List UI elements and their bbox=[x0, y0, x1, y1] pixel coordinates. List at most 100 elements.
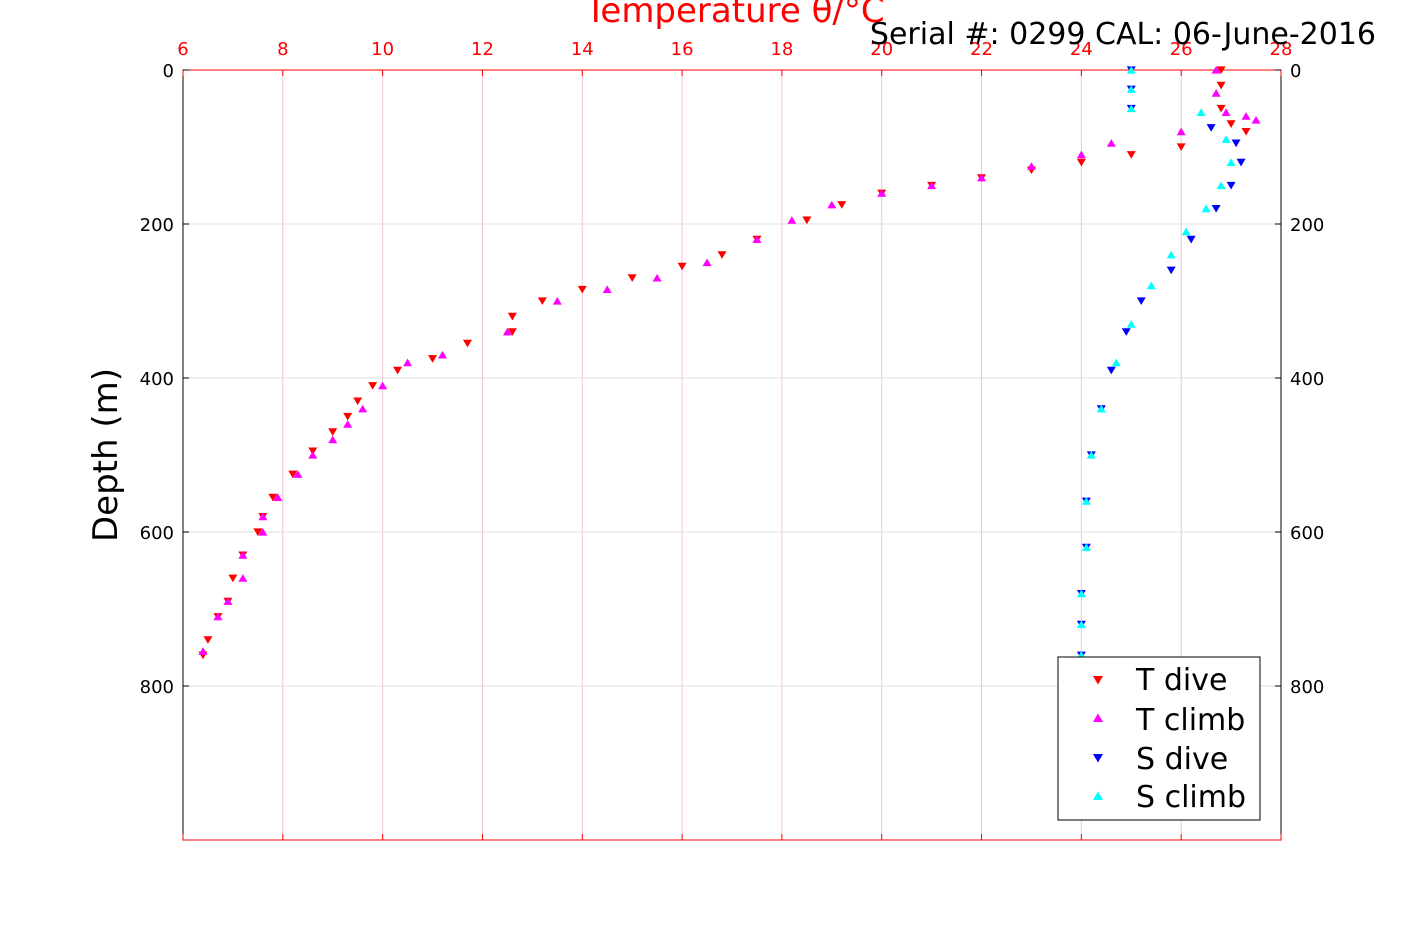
x-axis-title: Temperature θ/°C bbox=[584, 0, 884, 31]
data-point bbox=[1216, 66, 1226, 75]
y-tick-label-right: 400 bbox=[1290, 369, 1324, 390]
data-point bbox=[378, 381, 388, 390]
data-point bbox=[358, 404, 368, 413]
data-point bbox=[198, 647, 208, 655]
y-tick-label-left: 800 bbox=[140, 677, 174, 698]
x-tick-label: 8 bbox=[277, 39, 288, 60]
data-point bbox=[268, 493, 278, 502]
data-point bbox=[1081, 497, 1091, 505]
data-point bbox=[1126, 65, 1136, 74]
data-point bbox=[328, 428, 338, 436]
data-point bbox=[977, 173, 987, 182]
x-tick-label: 6 bbox=[177, 39, 188, 60]
legend-label-s-dive: S dive bbox=[1136, 742, 1228, 777]
data-point bbox=[213, 612, 223, 621]
x-tick-label: 28 bbox=[1270, 39, 1293, 60]
y-tick-label-right: 0 bbox=[1290, 61, 1301, 82]
data-point bbox=[228, 574, 238, 583]
data-point bbox=[238, 574, 248, 582]
x-tick-label: 22 bbox=[970, 39, 993, 60]
data-point bbox=[577, 285, 587, 294]
y-tick-label-right: 200 bbox=[1290, 215, 1324, 236]
data-point bbox=[802, 216, 812, 225]
x-tick-label: 24 bbox=[1070, 39, 1093, 60]
data-point bbox=[1026, 162, 1036, 170]
series-s-climb bbox=[1076, 65, 1236, 659]
data-point bbox=[1226, 120, 1236, 128]
data-point bbox=[787, 216, 797, 224]
data-point bbox=[1211, 205, 1221, 213]
data-point bbox=[1126, 85, 1136, 93]
data-point bbox=[1231, 139, 1241, 148]
data-point bbox=[462, 339, 472, 348]
data-point bbox=[1136, 297, 1146, 306]
x-tick-label: 14 bbox=[571, 39, 594, 60]
series-t-climb bbox=[198, 65, 1261, 655]
data-point bbox=[1206, 124, 1216, 132]
data-point bbox=[837, 201, 847, 209]
data-point bbox=[602, 285, 612, 294]
data-point bbox=[652, 273, 662, 282]
data-series bbox=[198, 65, 1261, 660]
data-point bbox=[258, 512, 268, 521]
y-tick-label-left: 600 bbox=[140, 523, 174, 544]
data-point bbox=[393, 366, 403, 375]
data-point bbox=[328, 435, 338, 444]
legend-marker bbox=[1093, 713, 1103, 722]
data-point bbox=[1216, 104, 1226, 113]
y-axis-title: Depth (m) bbox=[86, 368, 126, 542]
chart-subtitle: Serial #: 0299 CAL: 06-June-2016 bbox=[870, 17, 1376, 52]
data-point bbox=[677, 262, 687, 271]
y-tick-label-right: 800 bbox=[1290, 677, 1324, 698]
y-tick-label-left: 0 bbox=[163, 61, 174, 82]
data-point bbox=[1096, 404, 1106, 413]
data-point bbox=[223, 597, 233, 605]
data-point bbox=[927, 181, 937, 190]
data-point bbox=[1201, 204, 1211, 213]
data-point bbox=[1226, 158, 1236, 166]
legend-label-t-dive: T dive bbox=[1135, 663, 1227, 698]
y-tick-label-left: 200 bbox=[140, 215, 174, 236]
data-point bbox=[1176, 143, 1186, 152]
data-point bbox=[1086, 450, 1096, 459]
legend-marker bbox=[1093, 754, 1103, 763]
data-point bbox=[308, 450, 318, 459]
data-point bbox=[1211, 65, 1221, 74]
data-point bbox=[238, 551, 248, 559]
y-tick-labels-right: 0 200 400 600 800 bbox=[1290, 61, 1324, 698]
data-point bbox=[428, 355, 438, 363]
data-point bbox=[552, 296, 562, 305]
data-point bbox=[1236, 158, 1246, 167]
data-point bbox=[1106, 366, 1116, 375]
data-point bbox=[368, 382, 378, 390]
x-tick-label: 26 bbox=[1170, 39, 1193, 60]
data-point bbox=[288, 470, 298, 479]
data-point bbox=[438, 350, 448, 359]
data-point bbox=[1121, 328, 1131, 336]
data-point bbox=[1166, 250, 1176, 259]
data-point bbox=[537, 297, 547, 306]
x-tick-label: 18 bbox=[770, 39, 793, 60]
data-point bbox=[1166, 266, 1176, 275]
x-tick-label: 10 bbox=[371, 39, 394, 60]
data-point bbox=[1176, 127, 1186, 136]
data-point bbox=[343, 420, 353, 428]
data-point bbox=[627, 274, 637, 282]
data-point bbox=[1216, 81, 1226, 90]
data-point bbox=[827, 200, 837, 209]
data-point bbox=[1226, 181, 1236, 190]
data-point bbox=[1216, 181, 1226, 190]
data-point bbox=[1126, 320, 1136, 328]
data-point bbox=[1111, 358, 1121, 367]
data-point bbox=[353, 397, 363, 406]
data-point bbox=[1126, 104, 1136, 113]
data-point bbox=[343, 412, 353, 421]
data-point bbox=[1241, 112, 1251, 120]
data-point bbox=[1126, 151, 1136, 159]
x-tick-label: 16 bbox=[671, 39, 694, 60]
data-point bbox=[403, 358, 413, 367]
data-point bbox=[1076, 589, 1086, 598]
y-tick-label-left: 400 bbox=[140, 369, 174, 390]
data-point bbox=[877, 189, 887, 197]
